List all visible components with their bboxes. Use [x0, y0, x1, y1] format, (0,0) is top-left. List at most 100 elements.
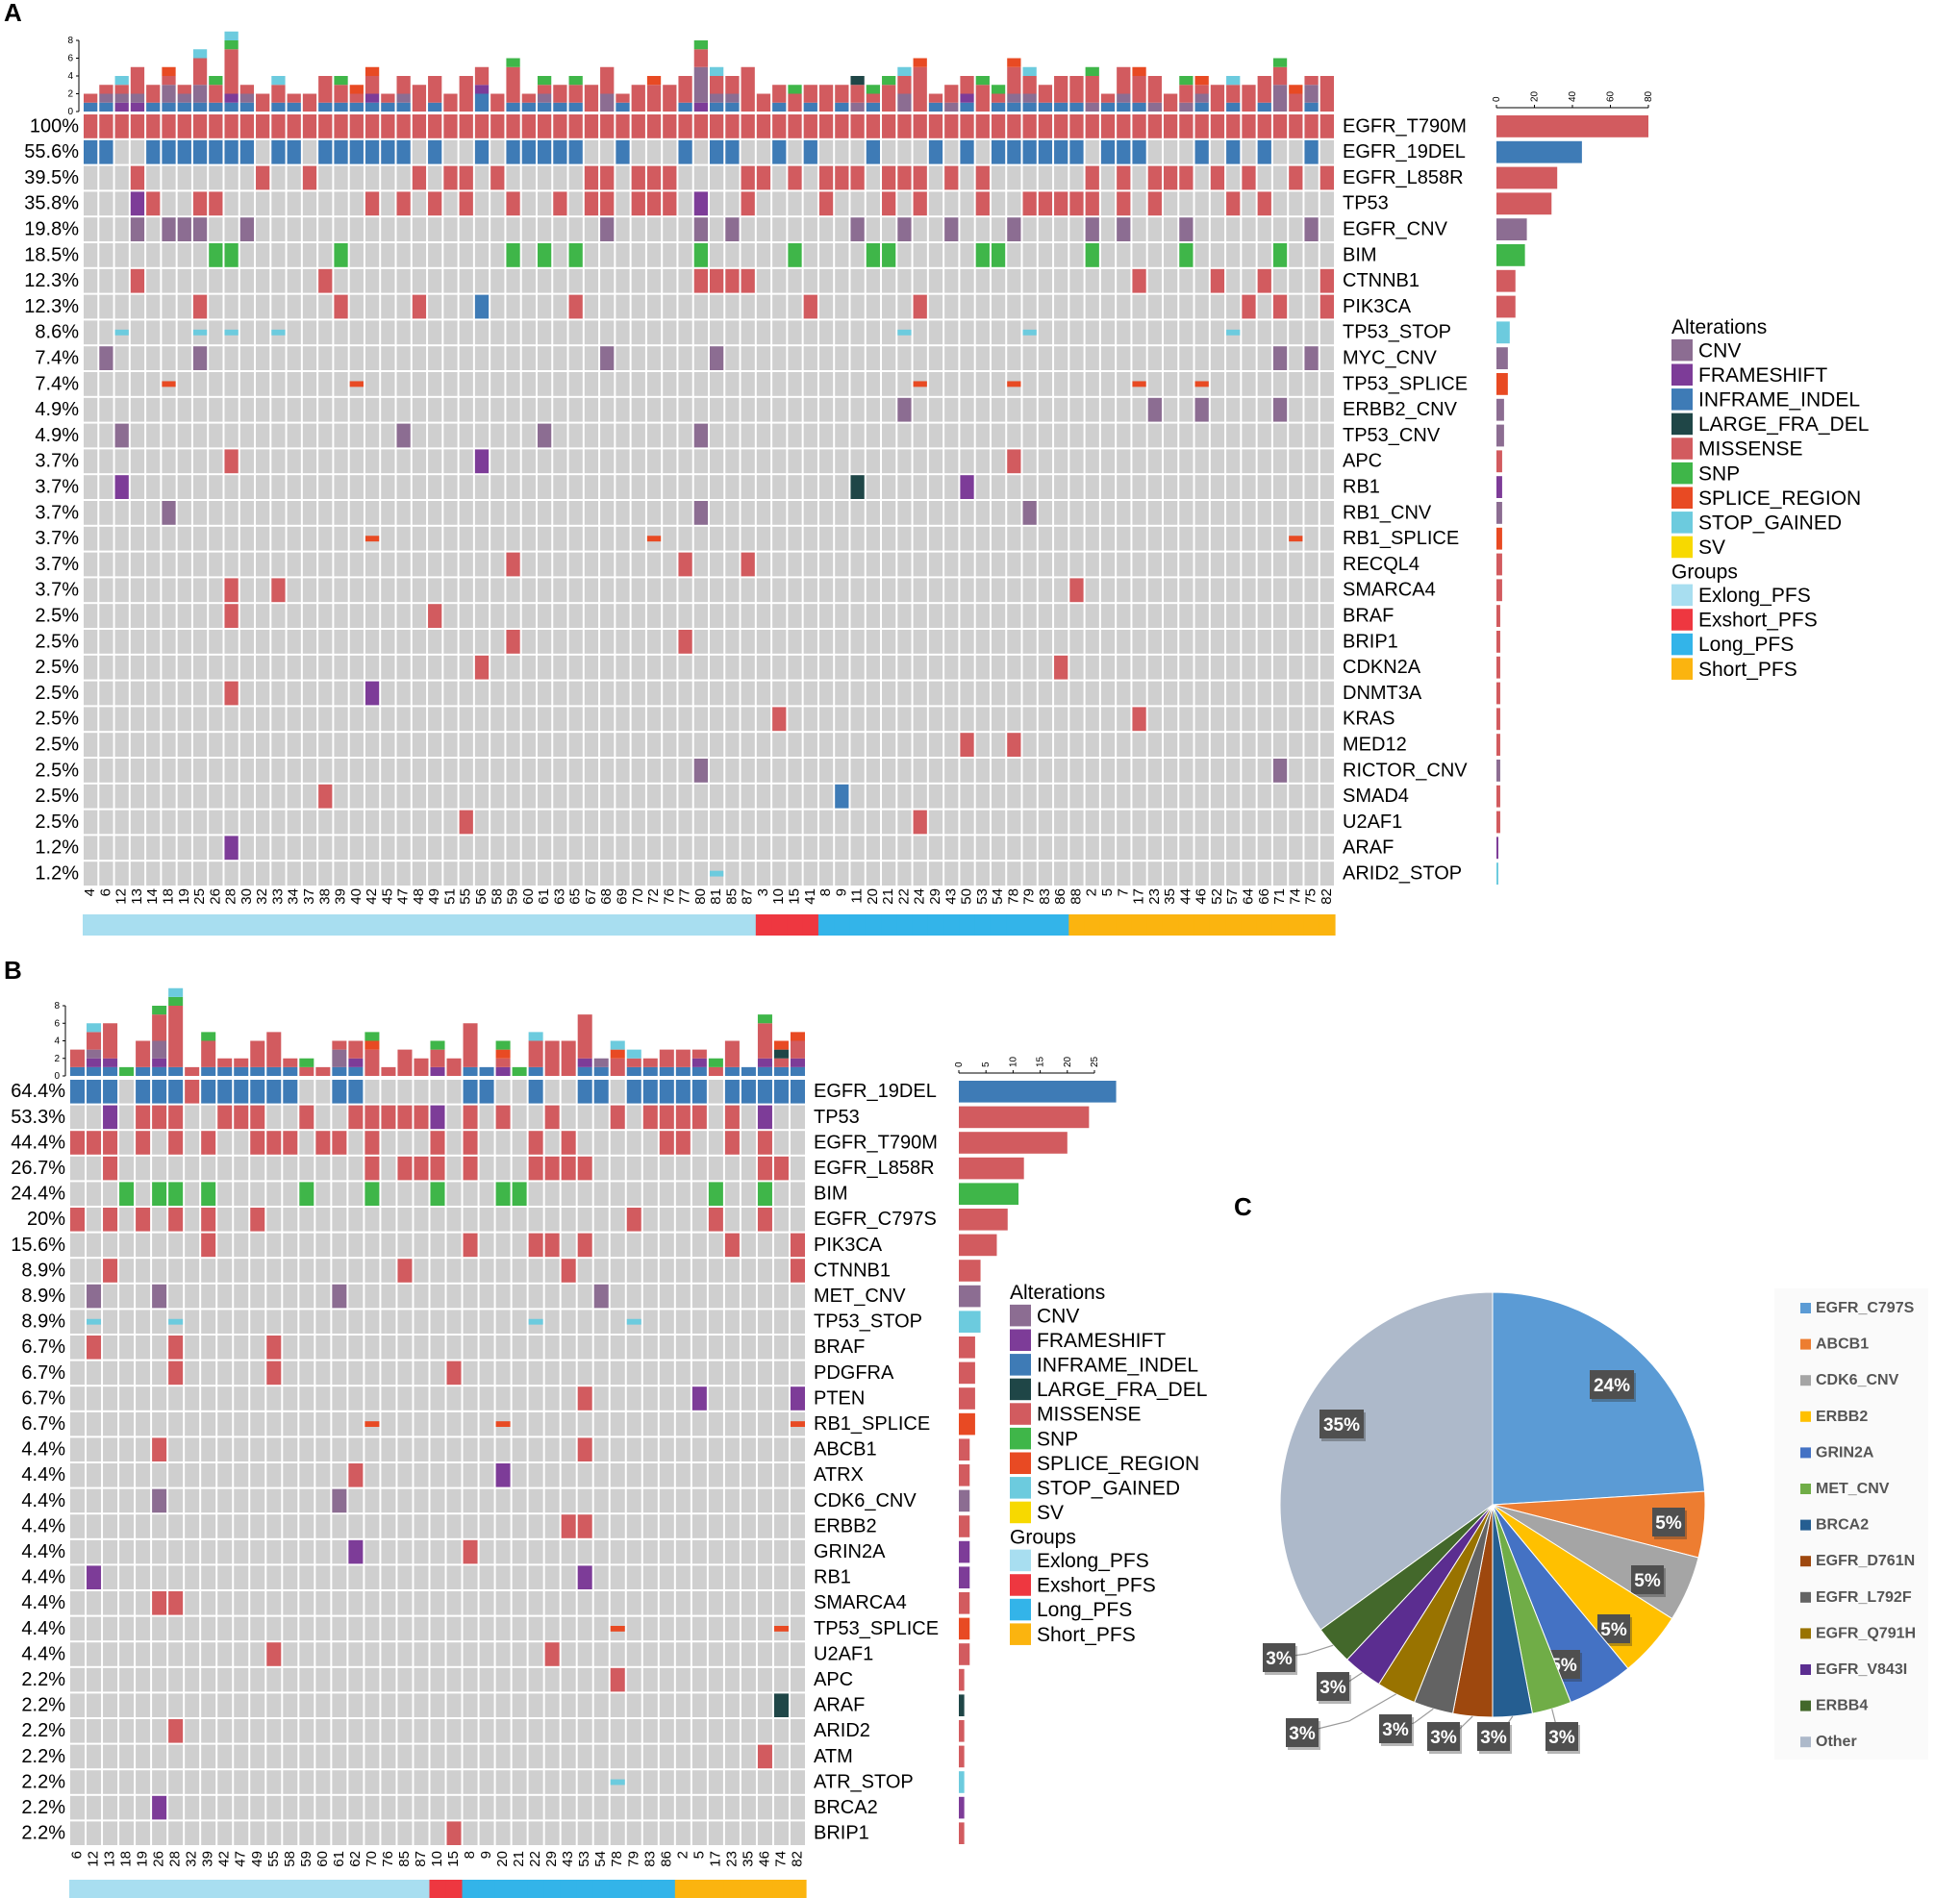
legend-label-SNP: SNP	[1037, 1428, 1078, 1450]
alteration-cell	[1022, 191, 1037, 216]
grid-cell	[1100, 630, 1116, 654]
grid-cell	[610, 1795, 625, 1820]
gene-percent: 4.4%	[21, 1592, 65, 1613]
grid-cell	[430, 1770, 445, 1794]
grid-cell	[397, 1795, 413, 1820]
grid-cell	[381, 294, 395, 319]
alteration-cell	[490, 165, 505, 190]
grid-cell	[1257, 217, 1271, 241]
grid-cell	[835, 217, 849, 241]
grid-cell	[349, 397, 364, 422]
grid-cell	[616, 217, 630, 241]
grid-cell	[788, 604, 802, 628]
grid-cell	[459, 501, 473, 525]
grid-cell	[1304, 733, 1319, 757]
grid-cell	[1257, 320, 1271, 345]
alteration-cell	[725, 268, 740, 293]
grid-cell	[544, 1182, 560, 1206]
grid-cell	[364, 1336, 380, 1360]
grid-cell	[741, 681, 755, 706]
grid-cell	[250, 1310, 265, 1334]
grid-cell	[928, 165, 943, 190]
grid-cell	[443, 475, 458, 499]
grid-cell	[217, 1156, 233, 1181]
grid-cell	[287, 862, 301, 886]
alteration-cell	[99, 346, 113, 370]
grid-cell	[1210, 707, 1225, 732]
grid-cell	[1054, 346, 1068, 370]
grid-cell	[631, 552, 645, 577]
grid-cell	[1210, 217, 1225, 241]
grid-cell	[474, 423, 490, 448]
grid-cell	[659, 1770, 674, 1794]
grid-cell	[495, 1514, 511, 1538]
grid-cell	[818, 397, 834, 422]
grid-cell	[119, 1437, 135, 1461]
alteration-cell	[960, 139, 974, 164]
top-bar-segment	[443, 93, 458, 112]
grid-cell	[381, 165, 395, 190]
grid-cell	[568, 165, 583, 190]
grid-cell	[600, 501, 615, 525]
grid-cell	[741, 1821, 756, 1845]
grid-cell	[443, 655, 458, 680]
alteration-cell	[1319, 268, 1334, 293]
alteration-cell	[708, 1208, 723, 1232]
grid-cell	[490, 552, 505, 577]
grid-cell	[299, 1744, 314, 1769]
grid-cell	[201, 1361, 216, 1386]
grid-cell	[506, 449, 520, 474]
grid-cell	[177, 733, 191, 757]
grid-cell	[818, 320, 834, 345]
grid-cell	[1069, 681, 1084, 706]
grid-cell	[1257, 810, 1271, 835]
grid-cell	[710, 578, 724, 603]
grid-cell	[1289, 449, 1303, 474]
grid-cell	[584, 784, 599, 809]
grid-cell	[1069, 475, 1084, 499]
grid-cell	[381, 630, 395, 654]
grid-cell	[553, 681, 567, 706]
alteration-cell	[103, 1105, 118, 1130]
legend-label-INFRAME_INDEL: INFRAME_INDEL	[1037, 1355, 1198, 1377]
grid-cell	[114, 810, 129, 835]
grid-cell	[882, 630, 896, 654]
alteration-cell	[1194, 139, 1209, 164]
grid-cell	[741, 1744, 756, 1769]
grid-cell	[103, 1463, 118, 1487]
grid-cell	[397, 1131, 413, 1155]
grid-cell	[512, 1565, 527, 1589]
alteration-cell	[130, 217, 145, 241]
grid-cell	[168, 1259, 184, 1283]
sample-label: 25	[191, 888, 208, 905]
alteration-cell	[593, 1080, 609, 1104]
grid-cell	[348, 1208, 364, 1232]
grid-cell	[1132, 862, 1146, 886]
top-bar-segment	[659, 1066, 674, 1076]
grid-cell	[152, 1539, 167, 1564]
group-strip-Short_PFS	[1178, 914, 1195, 936]
top-bar-segment	[114, 93, 129, 103]
sample-label: 64	[1240, 888, 1256, 905]
grid-cell	[663, 552, 677, 577]
legend-label-INFRAME_INDEL: INFRAME_INDEL	[1698, 389, 1860, 412]
grid-cell	[1179, 139, 1194, 164]
top-bar-segment	[162, 85, 176, 103]
top-bar-segment	[975, 76, 990, 86]
sample-label: 83	[641, 1851, 658, 1867]
grid-cell	[631, 707, 645, 732]
gene-label: EGFR_L858R	[1343, 167, 1464, 188]
grid-cell	[1242, 810, 1256, 835]
top-bar-segment	[1163, 93, 1178, 112]
top-bar-segment	[773, 1066, 789, 1076]
grid-cell	[99, 759, 113, 783]
grid-cell	[332, 1821, 347, 1845]
grid-cell	[741, 139, 755, 164]
grid-cell	[490, 475, 505, 499]
alteration-cell	[710, 114, 724, 138]
group-strip-Exlong_PFS	[395, 914, 413, 936]
gene-label: RB1	[814, 1567, 851, 1588]
grid-cell	[710, 810, 724, 835]
grid-cell	[287, 630, 301, 654]
grid-cell	[381, 1795, 396, 1820]
